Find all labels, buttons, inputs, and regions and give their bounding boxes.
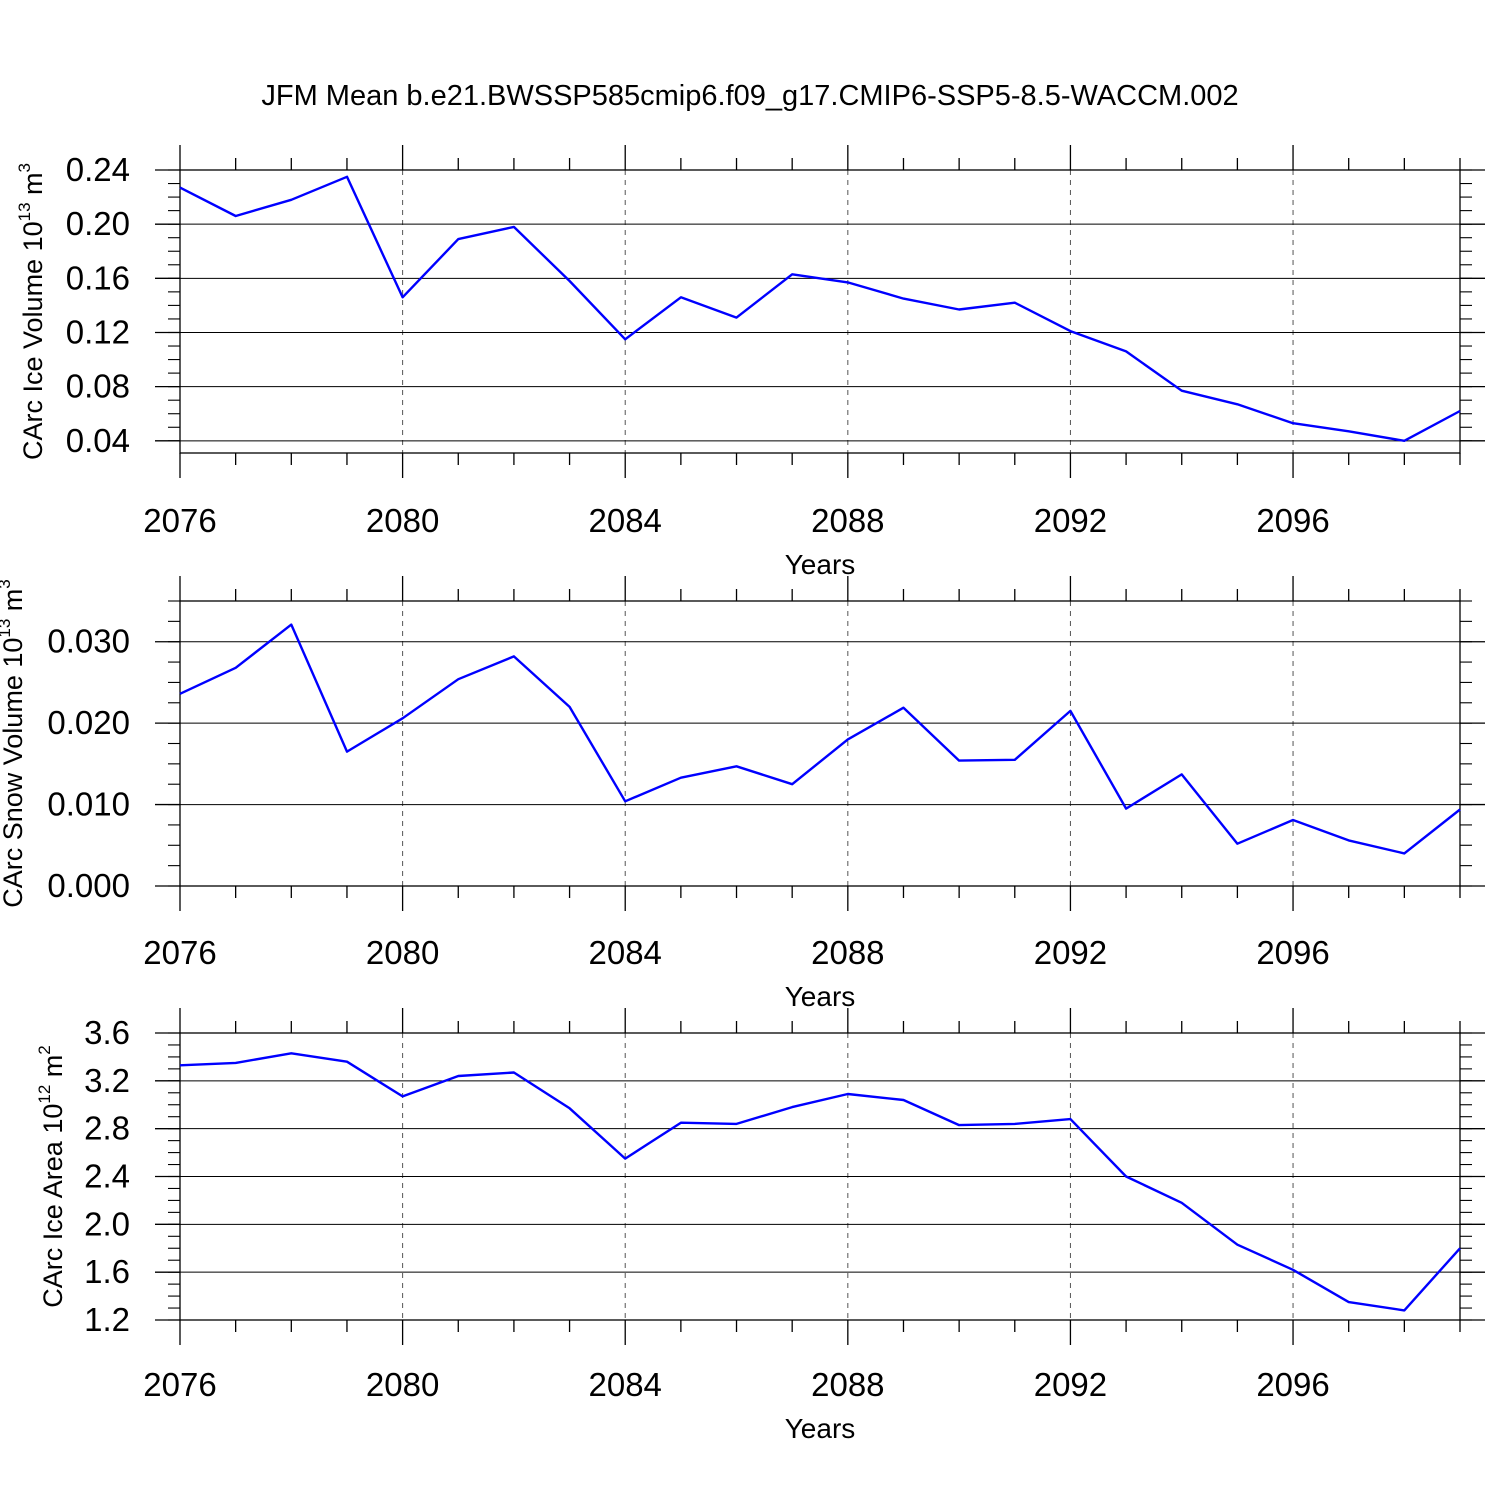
y-axis-label: CArc Ice Area 1012 m2 <box>35 1045 68 1308</box>
y-tick-label: 0.010 <box>47 786 130 823</box>
y-tick-label: 1.6 <box>84 1253 130 1290</box>
plot-frame <box>179 600 1461 887</box>
y-axis-label-text: CArc Ice Volume 10 <box>18 221 48 460</box>
x-tick-label: 2076 <box>143 502 216 539</box>
y-tick-label: 0.12 <box>66 313 130 350</box>
x-tick-label: 2088 <box>811 934 884 971</box>
x-axis-label: Years <box>785 549 856 580</box>
y-axis-label: CArc Snow Volume 1013 m3 <box>0 579 28 908</box>
y-tick-label: 3.6 <box>84 1014 130 1051</box>
x-axis-label: Years <box>785 1413 856 1444</box>
y-axis-label-text: CArc Ice Area 10 <box>38 1104 68 1308</box>
y-axis-label: CArc Ice Volume 1013 m3 <box>15 163 48 460</box>
x-tick-label: 2084 <box>589 934 662 971</box>
x-tick-label: 2096 <box>1256 502 1329 539</box>
y-tick-label: 0.20 <box>66 205 130 242</box>
y-tick-label: 1.2 <box>84 1301 130 1338</box>
y-axis-label-exponent: 12 <box>35 1085 54 1104</box>
y-tick-label: 3.2 <box>84 1062 130 1099</box>
x-tick-label: 2080 <box>366 934 439 971</box>
y-axis-label-unit-exponent: 2 <box>35 1045 54 1054</box>
y-axis-label-text: CArc Snow Volume 10 <box>0 638 28 908</box>
series-line <box>179 623 1461 855</box>
y-tick-label: 2.4 <box>84 1158 130 1195</box>
series-line <box>179 175 1461 442</box>
x-tick-label: 2076 <box>143 1366 216 1403</box>
panel-2: 2076 2080 2084 2088 2092 2096 Years 0.000 0.010 0… <box>0 576 1485 1012</box>
plot-frame <box>179 169 1461 454</box>
panel-1: 2076 2080 2084 2088 2092 2096 Years 0.04 0.08 0.1… <box>15 145 1485 580</box>
y-tick-label: 0.000 <box>47 867 130 904</box>
x-tick-label: 2092 <box>1034 934 1107 971</box>
y-axis-label-exponent: 13 <box>15 202 34 221</box>
x-tick-label: 2096 <box>1256 1366 1329 1403</box>
x-tick-label: 2084 <box>589 502 662 539</box>
panel-3: 2076 2080 2084 2088 2092 2096 Years 1.2 1.6 2.0 2.… <box>35 1008 1485 1444</box>
y-tick-label: 0.030 <box>47 623 130 660</box>
y-tick-label: 2.0 <box>84 1205 130 1242</box>
x-tick-label: 2080 <box>366 502 439 539</box>
y-tick-label: 0.24 <box>66 151 130 188</box>
x-tick-label: 2088 <box>811 1366 884 1403</box>
x-tick-label: 2080 <box>366 1366 439 1403</box>
y-axis-label-unit: m <box>18 172 48 202</box>
y-tick-label: 0.020 <box>47 704 130 741</box>
y-axis-label-unit-exponent: 3 <box>15 163 34 172</box>
x-tick-label: 2088 <box>811 502 884 539</box>
x-tick-label: 2096 <box>1256 934 1329 971</box>
x-axis-label: Years <box>785 981 856 1012</box>
x-tick-label: 2092 <box>1034 502 1107 539</box>
chart-title: JFM Mean b.e21.BWSSP585cmip6.f09_g17.CMI… <box>261 80 1239 112</box>
y-tick-label: 0.04 <box>66 422 130 459</box>
x-tick-label: 2076 <box>143 934 216 971</box>
series-line <box>179 1052 1461 1312</box>
y-axis-label-exponent: 13 <box>0 619 14 638</box>
y-tick-label: 0.08 <box>66 368 130 405</box>
x-tick-label: 2084 <box>589 1366 662 1403</box>
y-tick-label: 2.8 <box>84 1110 130 1147</box>
x-tick-label: 2092 <box>1034 1366 1107 1403</box>
y-axis-label-unit-exponent: 3 <box>0 579 14 588</box>
y-axis-label-unit: m <box>38 1055 68 1085</box>
y-axis-label-unit: m <box>0 589 28 619</box>
y-tick-label: 0.16 <box>66 259 130 296</box>
